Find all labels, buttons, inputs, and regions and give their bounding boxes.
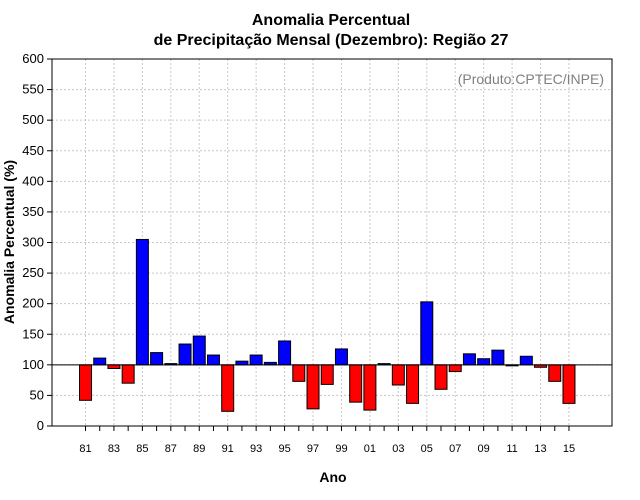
bar [491, 349, 505, 366]
bar [121, 364, 135, 384]
x-tick-label: 95 [278, 443, 290, 455]
x-tick-label: 87 [165, 443, 177, 455]
y-tick-label: 400 [22, 173, 44, 188]
x-tick-label: 15 [563, 443, 575, 455]
bar [107, 364, 121, 370]
x-tick-label: 83 [108, 443, 120, 455]
x-tick-label: 05 [421, 443, 433, 455]
x-tick-label: 01 [364, 443, 376, 455]
y-tick-label: 250 [22, 265, 44, 280]
bar [548, 364, 562, 382]
y-tick-label: 600 [22, 51, 44, 66]
y-tick-label: 150 [22, 326, 44, 341]
bar [363, 364, 377, 411]
x-tick-label: 13 [534, 443, 546, 455]
y-tick-label: 450 [22, 143, 44, 158]
bar [562, 364, 576, 404]
bar [249, 354, 263, 366]
source-annotation: (Produto:CPTEC/INPE) [458, 71, 604, 87]
chart-title: Anomalia Percentual [252, 12, 410, 29]
bar [221, 364, 235, 412]
y-tick-label: 50 [30, 387, 44, 402]
y-axis-label: Anomalia Percentual (%) [1, 160, 17, 324]
x-tick-label: 99 [335, 443, 347, 455]
bar [334, 348, 348, 366]
bar [192, 335, 206, 366]
bar [349, 364, 363, 403]
y-tick-label: 550 [22, 82, 44, 97]
y-tick-label: 300 [22, 235, 44, 250]
bar [462, 353, 476, 366]
bar [519, 355, 533, 366]
chart-subtitle: de Precipitação Mensal (Dezembro): Regiã… [154, 32, 509, 49]
bar [150, 352, 164, 366]
y-axis-ticks: 0 50 100 150 200 250 300 350 400 450 500 550 600 [22, 51, 52, 433]
bar [178, 343, 192, 366]
bars-layer [79, 238, 576, 412]
x-tick-label: 07 [449, 443, 461, 455]
bar [434, 364, 448, 390]
x-tick-label: 81 [79, 443, 91, 455]
x-tick-label: 85 [136, 443, 148, 455]
x-tick-label: 03 [392, 443, 404, 455]
bar [135, 238, 149, 366]
bar [235, 360, 249, 366]
x-tick-label: 09 [478, 443, 490, 455]
bar [320, 364, 334, 385]
bar [79, 364, 92, 401]
bar [206, 354, 220, 366]
bar [448, 364, 462, 373]
x-axis-ticks: 81 83 85 87 89 91 93 95 97 99 01 03 05 07 09 11 13 15 [79, 426, 575, 455]
y-tick-label: 0 [37, 418, 44, 433]
bar [406, 364, 420, 404]
y-tick-label: 100 [22, 357, 44, 372]
x-tick-label: 11 [506, 443, 517, 455]
x-tick-label: 93 [250, 443, 262, 455]
bar [391, 364, 405, 386]
bar [477, 358, 491, 366]
y-tick-label: 500 [22, 112, 44, 127]
bar [278, 340, 292, 366]
y-tick-label: 200 [22, 296, 44, 311]
bar [292, 364, 306, 382]
x-tick-label: 89 [193, 443, 205, 455]
x-axis-label: Ano [319, 469, 346, 485]
bar [420, 301, 434, 366]
x-tick-label: 97 [307, 443, 319, 455]
y-tick-label: 350 [22, 204, 44, 219]
bar [306, 364, 320, 410]
x-tick-label: 91 [222, 443, 234, 455]
bar [93, 357, 107, 366]
